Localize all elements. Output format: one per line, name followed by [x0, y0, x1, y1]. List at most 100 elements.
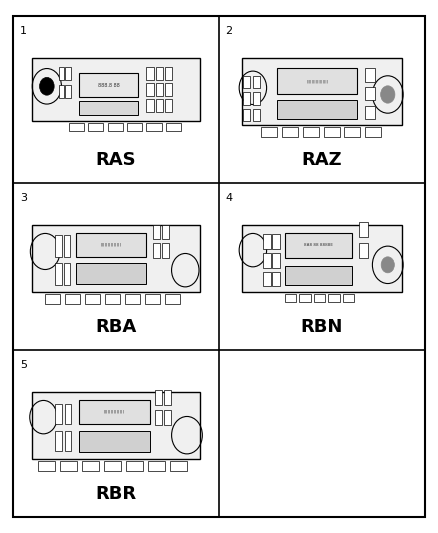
Bar: [365, 106, 375, 119]
Bar: [79, 73, 138, 97]
Bar: [64, 263, 71, 285]
Bar: [145, 294, 160, 304]
Bar: [253, 76, 260, 88]
Bar: [55, 236, 62, 257]
Bar: [359, 222, 368, 237]
Bar: [88, 123, 103, 131]
Text: RBA: RBA: [95, 318, 137, 336]
Bar: [365, 68, 375, 82]
Text: RAS: RAS: [96, 151, 136, 168]
Bar: [55, 431, 62, 450]
Bar: [55, 263, 62, 285]
Bar: [344, 127, 360, 136]
Bar: [272, 271, 280, 286]
Bar: [165, 83, 172, 96]
Bar: [146, 67, 154, 80]
Bar: [262, 234, 271, 249]
Text: ||||||||||||||: ||||||||||||||: [104, 410, 125, 414]
Bar: [282, 127, 298, 136]
Bar: [243, 93, 251, 104]
Text: 888.8 88: 888.8 88: [98, 83, 119, 87]
Bar: [314, 294, 325, 302]
Bar: [262, 271, 271, 286]
Text: 4: 4: [226, 192, 233, 203]
Bar: [153, 225, 160, 239]
Bar: [65, 294, 80, 304]
Bar: [365, 87, 375, 101]
Bar: [79, 400, 150, 424]
Bar: [65, 85, 71, 98]
Bar: [155, 390, 162, 405]
Text: ||||||||||||||: ||||||||||||||: [100, 243, 121, 247]
Bar: [146, 83, 154, 96]
Bar: [108, 123, 123, 131]
Bar: [328, 294, 339, 302]
Bar: [343, 294, 354, 302]
Bar: [243, 76, 251, 88]
Bar: [277, 101, 357, 119]
Text: ||||||||||||||||: ||||||||||||||||: [306, 79, 328, 83]
Bar: [69, 123, 84, 131]
Bar: [65, 67, 71, 80]
Bar: [148, 461, 165, 471]
Bar: [242, 225, 402, 292]
Bar: [261, 127, 277, 136]
Bar: [45, 294, 60, 304]
Bar: [59, 85, 64, 98]
Text: 5: 5: [20, 360, 27, 369]
Bar: [39, 461, 55, 471]
Bar: [32, 58, 201, 121]
Bar: [277, 68, 357, 94]
Bar: [156, 99, 163, 112]
Bar: [166, 123, 181, 131]
Bar: [272, 253, 280, 268]
Bar: [272, 234, 280, 249]
Bar: [165, 99, 172, 112]
Circle shape: [381, 257, 394, 273]
Bar: [146, 99, 154, 112]
Bar: [79, 101, 138, 115]
Bar: [170, 461, 187, 471]
Bar: [32, 225, 201, 292]
Bar: [253, 93, 260, 104]
Bar: [242, 58, 402, 125]
Bar: [64, 236, 71, 257]
Bar: [85, 294, 100, 304]
Bar: [105, 294, 120, 304]
Bar: [162, 244, 169, 258]
Bar: [76, 263, 146, 284]
Bar: [146, 123, 162, 131]
Bar: [165, 67, 172, 80]
Bar: [153, 244, 160, 258]
Bar: [285, 266, 353, 285]
Circle shape: [381, 86, 395, 103]
Bar: [156, 83, 163, 96]
Text: RBN: RBN: [301, 318, 343, 336]
Bar: [262, 253, 271, 268]
Bar: [162, 225, 169, 239]
Bar: [125, 294, 140, 304]
Bar: [164, 390, 171, 405]
Bar: [285, 294, 296, 302]
Text: 1: 1: [20, 26, 27, 36]
Bar: [253, 109, 260, 121]
Bar: [55, 404, 62, 424]
Bar: [324, 127, 339, 136]
Bar: [285, 233, 353, 258]
Bar: [60, 461, 77, 471]
Bar: [155, 410, 162, 425]
Bar: [64, 404, 71, 424]
Bar: [82, 461, 99, 471]
Bar: [126, 461, 143, 471]
Text: 8A8 88 8888E: 8A8 88 8888E: [304, 244, 333, 247]
Circle shape: [39, 77, 54, 95]
Bar: [243, 109, 251, 121]
Text: RBR: RBR: [95, 484, 137, 503]
Bar: [359, 244, 368, 258]
Bar: [165, 294, 180, 304]
Bar: [303, 127, 319, 136]
Bar: [164, 410, 171, 425]
Bar: [127, 123, 142, 131]
Bar: [32, 392, 201, 458]
Bar: [104, 461, 121, 471]
